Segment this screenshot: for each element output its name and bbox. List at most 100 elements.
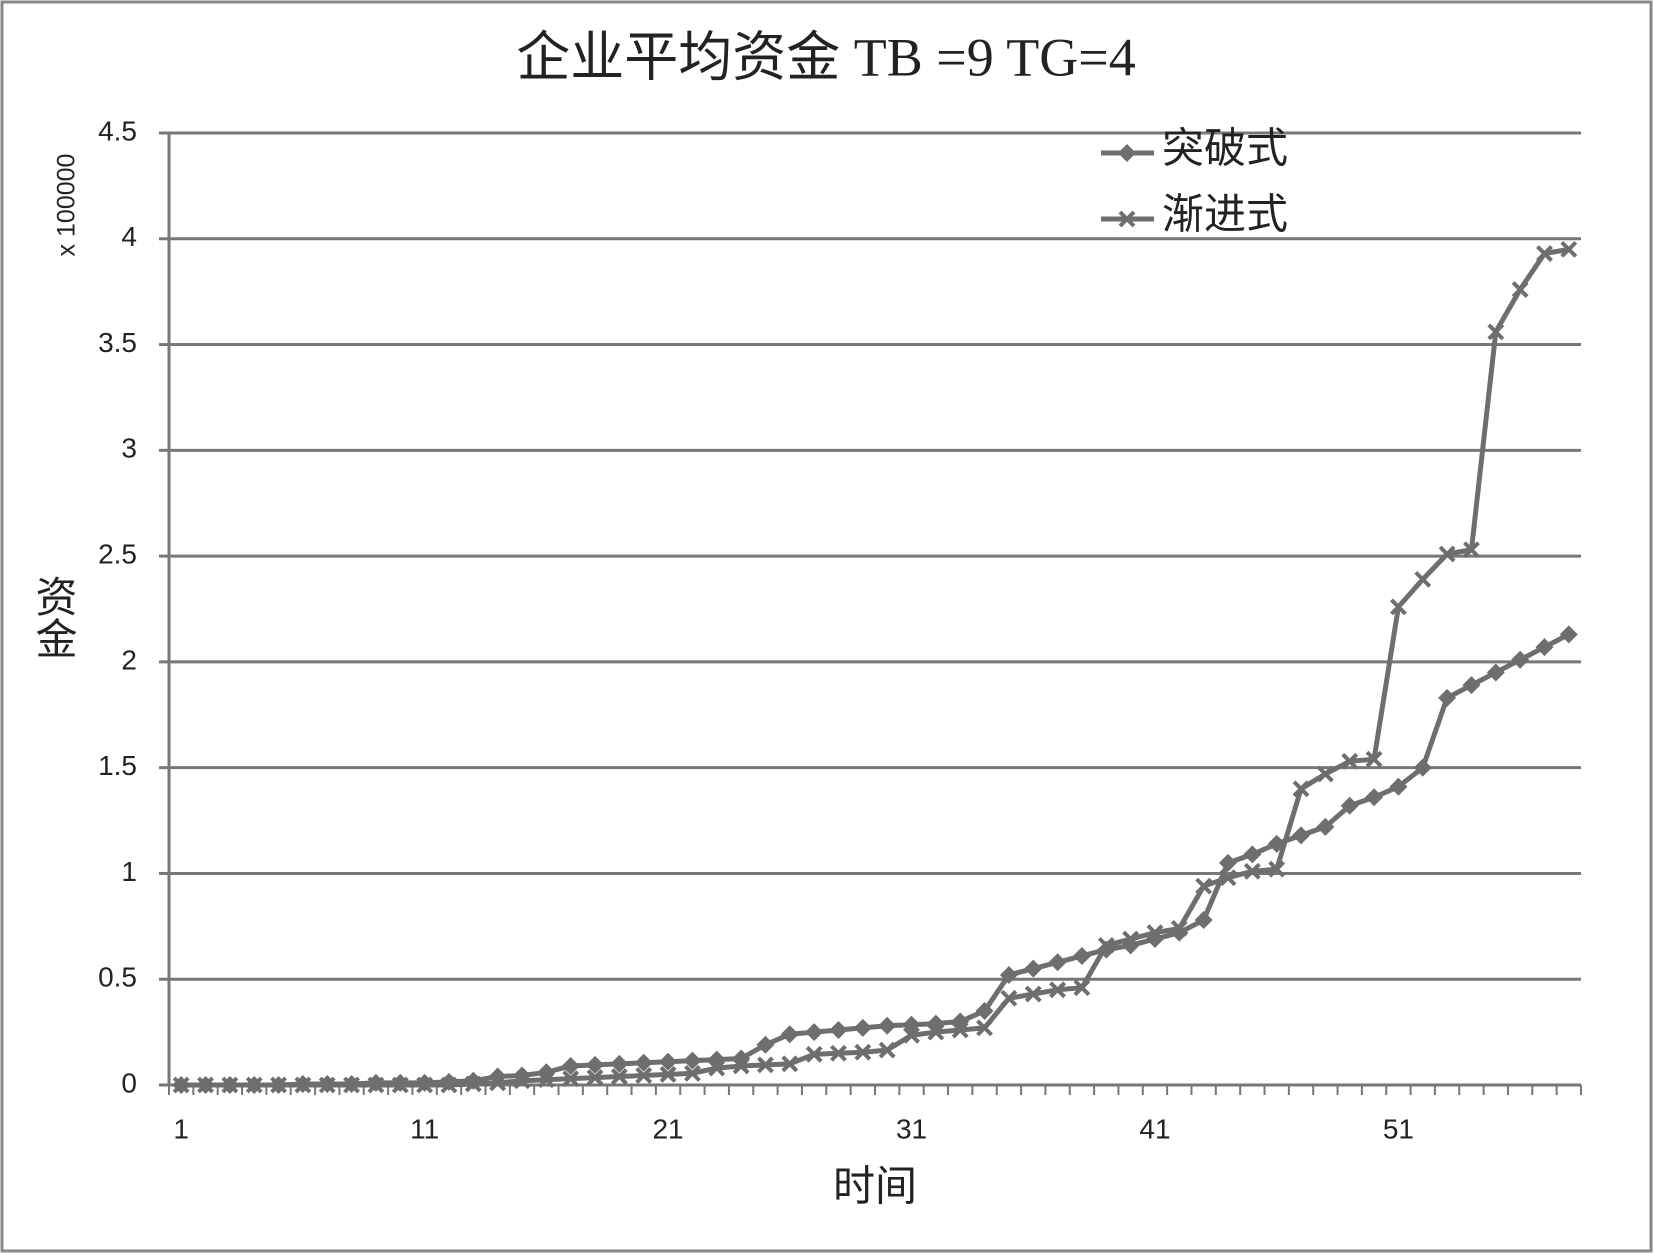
point-marker	[757, 1056, 774, 1074]
point-marker	[1389, 777, 1408, 796]
point-marker	[732, 1057, 750, 1075]
point-marker	[1243, 845, 1262, 864]
point-marker	[1486, 663, 1505, 682]
point-marker	[683, 1064, 701, 1082]
point-marker	[610, 1054, 629, 1073]
point-marker	[1365, 750, 1383, 768]
point-marker	[1073, 979, 1091, 997]
point-marker	[1535, 638, 1554, 657]
y-tick-label: 1.5	[98, 750, 137, 781]
point-marker	[926, 1014, 945, 1033]
point-marker	[1000, 989, 1018, 1007]
x-tick-label: 21	[652, 1113, 683, 1144]
point-marker	[634, 1053, 653, 1072]
point-marker	[1414, 570, 1432, 588]
point-marker	[270, 1076, 287, 1094]
point-marker	[756, 1035, 775, 1054]
point-marker	[367, 1076, 385, 1094]
point-marker	[683, 1051, 702, 1070]
x-tick-label: 11	[410, 1113, 439, 1144]
point-marker	[440, 1076, 458, 1094]
point-marker	[294, 1076, 312, 1094]
point-marker	[829, 1020, 848, 1039]
point-marker	[659, 1052, 678, 1071]
point-marker	[878, 1041, 896, 1059]
point-marker	[1340, 796, 1359, 815]
point-marker	[830, 1044, 847, 1062]
point-marker	[635, 1067, 653, 1084]
y-tick-label: 3.5	[98, 327, 137, 358]
point-marker	[659, 1066, 677, 1083]
y-tick-label: 4	[121, 221, 137, 252]
series-line	[181, 246, 1570, 1088]
point-marker	[562, 1070, 580, 1088]
legend-marker	[1118, 144, 1136, 162]
point-marker	[391, 1076, 409, 1094]
point-marker	[1413, 758, 1432, 777]
point-marker	[854, 1043, 872, 1061]
point-marker	[1438, 688, 1457, 707]
point-marker	[1122, 930, 1140, 948]
legend-marker	[1118, 210, 1136, 228]
point-marker	[903, 1026, 920, 1044]
point-marker	[1219, 869, 1237, 887]
point-marker	[780, 1025, 799, 1044]
y-tick-label: 0	[121, 1067, 137, 1098]
point-marker	[1560, 240, 1578, 258]
point-marker	[318, 1076, 336, 1094]
point-marker	[1097, 936, 1115, 954]
point-marker	[1365, 788, 1384, 807]
y-tick-label: 1	[121, 856, 137, 887]
y-tick-label: 2.5	[98, 539, 137, 570]
point-marker	[1194, 910, 1213, 929]
point-marker	[1024, 959, 1043, 978]
point-marker	[221, 1076, 239, 1094]
point-marker	[878, 1016, 897, 1035]
x-tick-label: 31	[896, 1113, 927, 1144]
y-tick-label: 2	[121, 644, 137, 675]
point-marker	[1219, 853, 1237, 872]
point-marker	[537, 1071, 555, 1089]
point-marker	[464, 1075, 482, 1093]
y-axis-label: 资金	[29, 575, 76, 659]
point-marker	[245, 1076, 263, 1094]
point-marker	[513, 1072, 531, 1090]
point-marker	[610, 1068, 628, 1085]
point-marker	[1487, 323, 1505, 341]
point-marker	[1268, 860, 1286, 878]
point-marker	[1048, 953, 1067, 972]
point-marker	[1316, 817, 1335, 836]
y-tick-label: 0.5	[98, 962, 137, 993]
point-marker	[586, 1069, 604, 1087]
point-marker	[805, 1023, 824, 1042]
x-tick-label: 1	[173, 1113, 189, 1144]
point-marker	[951, 1021, 969, 1039]
point-marker	[1316, 765, 1334, 783]
legend-label: 突破式	[1162, 127, 1288, 173]
point-marker	[586, 1055, 605, 1074]
point-marker	[1195, 877, 1213, 895]
point-marker	[1170, 920, 1188, 937]
y-unit-label: x 100000	[53, 154, 81, 257]
point-marker	[1341, 752, 1359, 770]
point-marker	[853, 1018, 872, 1037]
point-marker	[781, 1055, 799, 1073]
point-marker	[1024, 985, 1042, 1003]
point-marker	[927, 1023, 945, 1041]
point-marker	[1292, 780, 1310, 798]
x-axis-label: 时间	[833, 1165, 917, 1211]
point-marker	[1049, 981, 1067, 999]
point-marker	[975, 1001, 994, 1020]
point-marker	[489, 1074, 507, 1092]
point-marker	[1511, 650, 1530, 669]
y-tick-label: 4.5	[98, 115, 137, 146]
point-marker	[1389, 598, 1407, 616]
point-marker	[1536, 245, 1553, 263]
point-marker	[561, 1056, 580, 1075]
point-marker	[1292, 826, 1311, 845]
point-marker	[1463, 541, 1480, 559]
point-marker	[1511, 281, 1529, 298]
